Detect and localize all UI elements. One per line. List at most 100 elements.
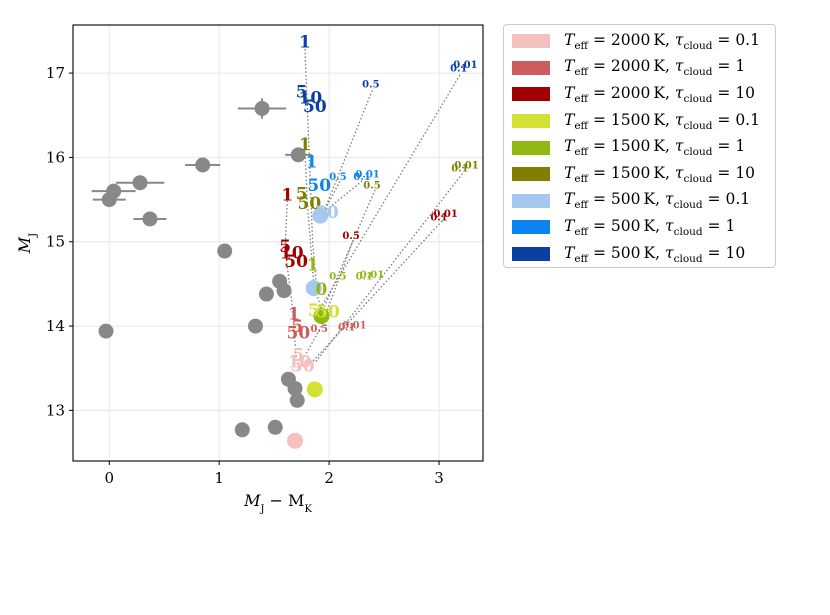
legend-swatch bbox=[512, 34, 550, 49]
x-tick-label: 0 bbox=[105, 469, 115, 487]
legend-label: Teff = 2000 K, τcloud = 10 bbox=[564, 83, 756, 106]
model-marker bbox=[313, 307, 330, 324]
dotted-track-line bbox=[284, 199, 299, 365]
model-label: 50 bbox=[303, 97, 327, 117]
observed-point bbox=[280, 371, 296, 387]
model-label: 5 bbox=[292, 346, 304, 366]
model-markers bbox=[287, 207, 330, 449]
legend-item: Teff = 1500 K, τcloud = 0.1 bbox=[512, 108, 767, 135]
model-marker bbox=[287, 432, 304, 449]
observed-point bbox=[234, 422, 250, 438]
legend-label: Teff = 500 K, τcloud = 10 bbox=[564, 243, 746, 265]
legend-item: Teff = 500 K, τcloud = 1 bbox=[512, 214, 767, 241]
observed-point bbox=[254, 100, 270, 116]
model-marker bbox=[305, 280, 322, 297]
model-label: 50 bbox=[284, 252, 308, 272]
legend-item: Teff = 500 K, τcloud = 0.1 bbox=[512, 188, 767, 215]
legend-label: Teff = 1500 K, τcloud = 10 bbox=[564, 163, 756, 185]
legend-item: Teff = 500 K, τcloud = 10 bbox=[512, 241, 767, 268]
model-label: 0.1 bbox=[450, 63, 467, 74]
observed-point bbox=[132, 175, 148, 191]
observed-point bbox=[195, 157, 211, 173]
dotted-track-line bbox=[302, 220, 443, 365]
legend-item: Teff = 2000 K, τcloud = 0.1 bbox=[512, 28, 767, 55]
x-tick-label: 3 bbox=[434, 469, 444, 487]
model-marker bbox=[312, 207, 329, 224]
model-label: 0.1 bbox=[451, 164, 468, 175]
model-label: 50 bbox=[316, 303, 340, 323]
observed-point bbox=[106, 183, 122, 199]
model-label: 10 bbox=[299, 88, 323, 108]
model-label: 0.01 bbox=[360, 270, 384, 281]
legend-swatch bbox=[512, 167, 550, 182]
plot-frame bbox=[72, 24, 484, 462]
dotted-tracks bbox=[284, 47, 464, 365]
model-label: 0.5 bbox=[363, 181, 380, 192]
legend-swatch bbox=[512, 114, 550, 129]
y-tick-label: 15 bbox=[46, 233, 65, 251]
model-label: 10 bbox=[280, 244, 304, 264]
observed-point bbox=[142, 211, 158, 227]
model-label: 0.01 bbox=[453, 60, 477, 71]
observed-point bbox=[98, 323, 114, 339]
legend-swatch bbox=[512, 220, 550, 235]
y-tick-label: 13 bbox=[46, 401, 65, 419]
observed-point bbox=[267, 419, 283, 435]
dotted-track-line bbox=[314, 72, 462, 318]
dotted-track-line bbox=[323, 180, 363, 213]
model-label: 50 bbox=[307, 176, 331, 196]
legend-item: Teff = 1500 K, τcloud = 10 bbox=[512, 161, 767, 188]
y-axis-title: MJ bbox=[15, 233, 39, 254]
model-label: 50 bbox=[315, 203, 339, 223]
y-tick-label: 16 bbox=[46, 148, 65, 166]
observed-point bbox=[258, 286, 274, 302]
model-label: 0.01 bbox=[454, 160, 478, 171]
legend-swatch bbox=[512, 140, 550, 155]
model-label: 50 bbox=[286, 324, 310, 344]
model-label: 0 bbox=[315, 280, 327, 300]
legend-label: Teff = 1500 K, τcloud = 0.1 bbox=[564, 110, 760, 132]
model-label: 0.5 bbox=[311, 324, 328, 335]
dotted-track-line bbox=[322, 87, 374, 213]
model-label: 0.5 bbox=[329, 172, 346, 183]
dotted-track-line bbox=[320, 189, 376, 314]
legend: Teff = 2000 K, τcloud = 0.1 Teff = 2000 K… bbox=[503, 24, 776, 268]
observed-point bbox=[247, 318, 263, 334]
legend-swatch bbox=[512, 193, 550, 208]
model-label: 0.01 bbox=[433, 209, 457, 220]
legend-label: Teff = 2000 K, τcloud = 1 bbox=[564, 57, 746, 79]
legend-swatch bbox=[512, 87, 550, 102]
plot-area bbox=[73, 25, 483, 461]
model-label: 50 bbox=[291, 357, 315, 377]
model-label: 1 bbox=[299, 135, 311, 155]
model-label: 0.1 bbox=[356, 272, 373, 283]
model-label: 5 bbox=[291, 317, 303, 337]
legend-item: Teff = 2000 K, τcloud = 1 bbox=[512, 55, 767, 82]
model-label: 50 bbox=[297, 194, 321, 214]
model-label: 0.01 bbox=[342, 321, 366, 332]
legend-swatch bbox=[512, 60, 550, 75]
observed-point bbox=[272, 273, 288, 289]
legend-label: Teff = 500 K, τcloud = 0.1 bbox=[564, 190, 751, 212]
model-label: 5 bbox=[308, 301, 320, 321]
model-label: 1 bbox=[299, 33, 311, 53]
x-tick-label: 2 bbox=[324, 469, 334, 487]
grid bbox=[73, 25, 483, 461]
legend-swatch bbox=[512, 247, 550, 262]
model-label: 5 bbox=[296, 82, 308, 102]
observed-points bbox=[98, 100, 306, 438]
model-label: 10 bbox=[288, 352, 312, 372]
model-label: 5 bbox=[279, 237, 291, 257]
model-label: 0.1 bbox=[353, 172, 370, 183]
model-label: 0.5 bbox=[329, 272, 346, 283]
model-label: 1 bbox=[307, 255, 319, 275]
x-tick-label: 1 bbox=[214, 469, 224, 487]
observed-point bbox=[289, 392, 305, 408]
legend-item: Teff = 1500 K, τcloud = 1 bbox=[512, 134, 767, 161]
dotted-track-line bbox=[315, 172, 464, 362]
legend-label: Teff = 1500 K, τcloud = 1 bbox=[564, 137, 746, 159]
legend-item: Teff = 2000 K, τcloud = 10 bbox=[512, 81, 767, 108]
